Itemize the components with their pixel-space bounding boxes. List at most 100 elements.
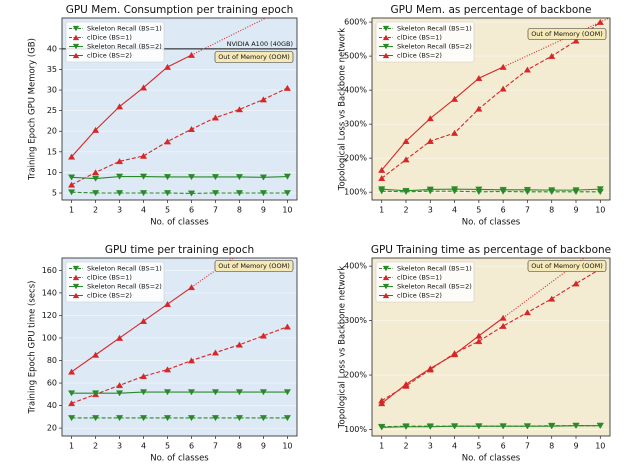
data-point (211, 349, 220, 356)
x-tick-label: 10 (282, 206, 292, 215)
data-point (523, 66, 531, 73)
data-point (499, 314, 507, 321)
y-tick-label: 40 (47, 401, 57, 410)
legend-marker (72, 52, 80, 59)
data-point (92, 175, 100, 182)
data-point (548, 187, 556, 194)
legend-label: clDice (BS=1) (397, 274, 442, 282)
y-tick-label: 400% (344, 86, 367, 95)
data-point (187, 174, 196, 181)
legend-marker (382, 283, 390, 290)
x-tick-label: 6 (189, 206, 194, 215)
y-tick-label: 200% (344, 154, 367, 163)
data-point (92, 169, 100, 176)
annotation: Out of Memory (OOM) (218, 53, 290, 61)
data-point (283, 415, 291, 422)
data-point (163, 174, 172, 181)
data-point (426, 423, 434, 430)
data-point (259, 389, 267, 396)
y-tick-label: 30 (47, 86, 57, 95)
annotation-box (214, 260, 294, 272)
y-tick-label: 40 (47, 44, 57, 53)
data-point (451, 95, 459, 102)
y-tick-label: 60 (47, 379, 57, 388)
y-tick-label: 140 (42, 288, 57, 297)
data-point (139, 84, 148, 91)
y-tick-label: 200% (344, 371, 367, 380)
data-point (548, 423, 556, 430)
x-tick-label: 3 (428, 442, 433, 451)
legend-label: clDice (BS=1) (87, 274, 132, 282)
legend-marker (382, 52, 390, 59)
x-tick-label: 5 (476, 206, 481, 215)
data-point (451, 129, 459, 136)
y-tick-label: 10 (47, 168, 57, 177)
data-point (139, 373, 148, 380)
annotation-box (527, 28, 607, 40)
x-tick-label: 5 (476, 442, 481, 451)
legend-label: clDice (BS=1) (397, 34, 442, 42)
data-point (523, 309, 531, 316)
data-point (116, 382, 124, 389)
data-point (116, 415, 124, 422)
data-point (499, 186, 507, 193)
subplot: 5 10 15 20 25 30 35 40 1 2 3 4 5 6 7 8 9 10 GPU Mem. Consu… (28, 4, 298, 228)
data-point (426, 137, 434, 144)
annotation: Out of Memory (OOM) (531, 262, 603, 270)
data-point (235, 106, 243, 113)
x-axis-label: No. of classes (462, 454, 521, 464)
x-tick-label: 3 (428, 206, 433, 215)
legend-label: Skeleton Recall (BS=2) (397, 43, 472, 51)
series-line (71, 326, 288, 404)
legend-marker (72, 274, 80, 281)
data-point (68, 174, 76, 181)
y-axis-label: Topological Loss vs Backbone network (338, 266, 348, 429)
data-point (68, 181, 76, 188)
x-tick-label: 2 (403, 442, 408, 451)
data-point (68, 368, 76, 375)
data-point (187, 125, 196, 132)
legend-label: Skeleton Recall (BS=2) (397, 283, 472, 291)
legend-box (375, 21, 475, 63)
x-tick-label: 10 (595, 206, 605, 215)
data-point (235, 415, 243, 422)
data-point (139, 173, 148, 180)
data-point (187, 51, 196, 58)
legend-label: Skeleton Recall (BS=2) (87, 283, 162, 291)
data-point (378, 166, 386, 173)
data-point (116, 190, 124, 197)
x-tick-label: 4 (452, 442, 457, 451)
data-point (211, 190, 220, 197)
data-point (572, 280, 580, 287)
x-tick-label: 7 (525, 442, 530, 451)
x-tick-label: 6 (501, 442, 506, 451)
data-point (163, 138, 172, 145)
data-point (475, 423, 483, 430)
legend-label: Skeleton Recall (BS=1) (87, 25, 162, 33)
x-tick-label: 8 (549, 442, 554, 451)
x-tick-label: 9 (573, 206, 578, 215)
y-tick-label: 100% (344, 425, 367, 434)
data-point (548, 52, 556, 59)
data-point (475, 338, 483, 345)
x-tick-label: 5 (165, 206, 170, 215)
y-tick-label: 100 (42, 333, 57, 342)
data-point (116, 158, 124, 165)
data-point (402, 188, 410, 195)
y-tick-label: 300% (344, 120, 367, 129)
series-line (381, 21, 601, 179)
legend-label: Skeleton Recall (BS=1) (397, 265, 472, 273)
legend-label: clDice (BS=2) (87, 292, 132, 300)
data-point (499, 322, 507, 329)
data-point (235, 190, 243, 197)
x-tick-label: 7 (525, 206, 530, 215)
data-point (92, 126, 100, 133)
x-tick-label: 4 (141, 442, 146, 451)
legend-box (375, 261, 475, 303)
plot-frame (61, 17, 298, 201)
legend-marker (72, 283, 80, 290)
data-point (499, 63, 507, 70)
data-point (572, 187, 580, 194)
data-point (378, 175, 386, 182)
y-tick-label: 500% (344, 52, 367, 61)
